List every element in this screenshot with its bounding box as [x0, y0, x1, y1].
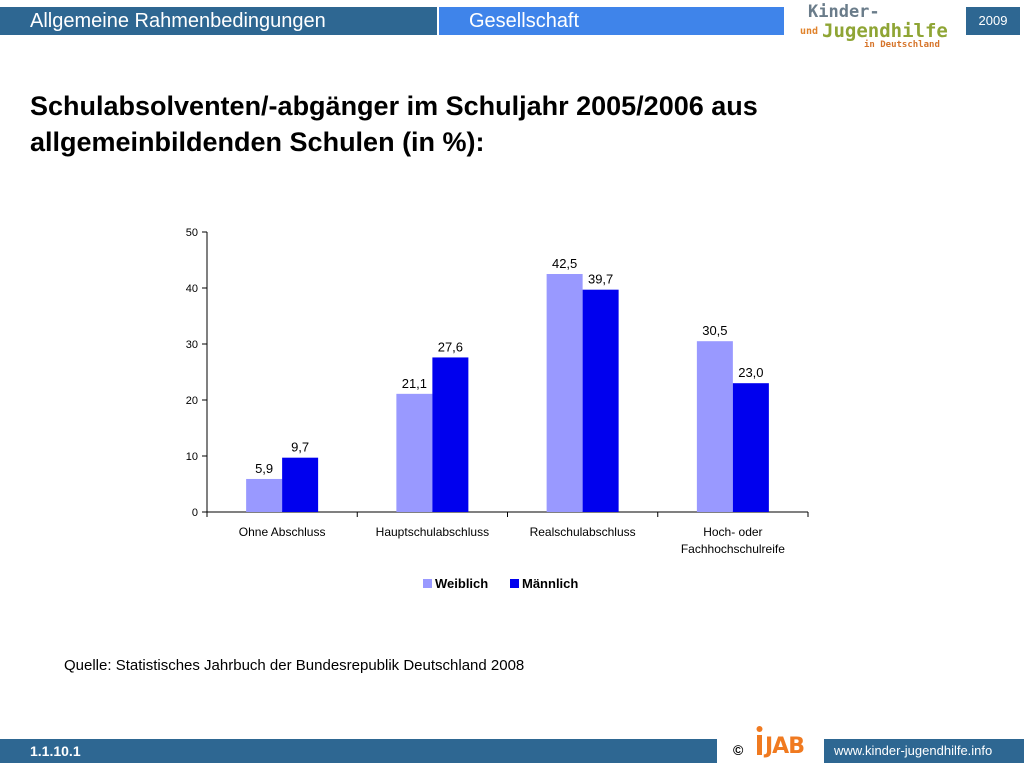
bar-weiblich [696, 341, 733, 512]
y-tick-label: 0 [192, 507, 198, 519]
website-url[interactable]: www.kinder-jugendhilfe.info [834, 743, 993, 758]
topic-label: Gesellschaft [439, 7, 784, 35]
logo-line3: in Deutschland [864, 40, 940, 50]
logo-line2: Jugendhilfe [822, 20, 948, 42]
data-label: 27,6 [438, 339, 463, 354]
x-category-label: Ohne Abschluss [239, 525, 326, 539]
y-tick-label: 50 [186, 227, 198, 239]
x-category-label: Fachhochschulreife [681, 542, 785, 556]
bar-weiblich [246, 478, 283, 512]
section-label-text: Allgemeine Rahmenbedingungen [30, 10, 326, 32]
source-note: Quelle: Statistisches Jahrbuch der Bunde… [64, 657, 525, 674]
y-tick-label: 40 [186, 283, 198, 295]
data-label: 21,1 [402, 376, 427, 391]
svg-text:JAB: JAB [763, 734, 804, 759]
y-tick-label: 10 [186, 451, 198, 463]
website-bar: www.kinder-jugendhilfe.info [824, 739, 1024, 763]
bar-männlich [432, 357, 469, 512]
ijab-logo-mark: JAB [756, 726, 805, 759]
y-tick-label: 20 [186, 395, 198, 407]
bar-männlich [732, 383, 769, 512]
bar-weiblich [546, 274, 583, 512]
page-title: Schulabsolventen/-abgänger im Schuljahr … [30, 91, 758, 157]
ijab-logo: JAB [755, 723, 811, 771]
logo-line1: Kinder- [808, 2, 880, 22]
bar-männlich [282, 457, 319, 512]
kinder-jugendhilfe-logo: Kinder- und Jugendhilfe in Deutschland [794, 0, 964, 52]
top-bar: Allgemeine Rahmenbedingungen Gesellschaf… [0, 0, 1024, 50]
logo-und: und [800, 26, 819, 37]
data-label: 23,0 [738, 365, 763, 380]
x-category-label: Realschulabschluss [530, 525, 636, 539]
legend-swatch-weiblich [423, 579, 432, 588]
bottom-bar: 1.1.10.1 © JAB www.kinder-jugendhilfe.in… [0, 726, 1024, 763]
bar-männlich [582, 289, 619, 512]
data-label: 39,7 [588, 272, 613, 287]
data-label: 30,5 [702, 323, 727, 338]
topic-label-text: Gesellschaft [469, 10, 580, 32]
legend-swatch-männlich [510, 579, 519, 588]
section-label: Allgemeine Rahmenbedingungen [0, 7, 437, 35]
legend-label: Männlich [522, 576, 578, 591]
x-category-label: Hauptschulabschluss [376, 525, 489, 539]
y-tick-label: 30 [186, 339, 198, 351]
slide-number: 1.1.10.1 [30, 743, 81, 759]
legend-label: Weiblich [435, 576, 488, 591]
copyright-symbol: © [733, 742, 744, 758]
slide-number-bar: 1.1.10.1 [0, 739, 717, 763]
x-category-label: Hoch- oder [703, 525, 762, 539]
bar-weiblich [396, 393, 433, 512]
data-label: 42,5 [552, 256, 577, 271]
year-badge: 2009 [966, 7, 1020, 35]
data-label: 5,9 [255, 461, 273, 476]
data-label: 9,7 [291, 440, 309, 455]
